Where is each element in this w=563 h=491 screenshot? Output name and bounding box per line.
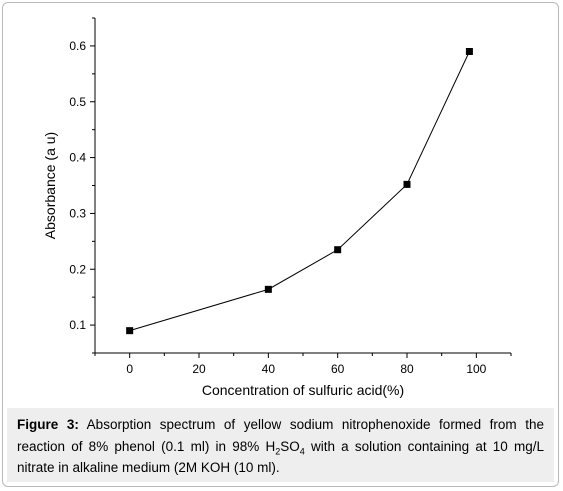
data-point-marker: [126, 327, 134, 335]
data-point-marker: [465, 48, 473, 55]
x-tick-label: 100: [466, 362, 486, 376]
x-tick-label: 20: [192, 362, 206, 376]
y-tick-label: 0.5: [69, 95, 86, 109]
x-tick-label: 60: [331, 362, 345, 376]
caption-label: Figure 3:: [17, 417, 79, 432]
data-point-marker: [403, 180, 411, 188]
data-point-marker: [334, 246, 342, 254]
data-point-marker: [264, 285, 272, 293]
y-tick-label: 0.6: [69, 39, 86, 53]
y-tick-label: 0.2: [69, 262, 86, 276]
chart-series: [126, 48, 473, 335]
x-tick-label: 80: [400, 362, 414, 376]
chart-ticks: [90, 17, 512, 358]
y-tick-label: 0.1: [69, 318, 86, 332]
x-tick-label: 0: [126, 362, 133, 376]
x-tick-label: 40: [262, 362, 276, 376]
x-axis-label: Concentration of sulfuric acid(%): [202, 382, 404, 398]
caption-text-start: Absorption spectrum of yellow sodium nit…: [17, 417, 544, 454]
formula-so-subscript: 4: [299, 446, 305, 457]
y-tick-label: 0.3: [69, 206, 86, 220]
figure-caption: Figure 3: Absorption spectrum of yellow …: [7, 408, 554, 482]
chart-axes: [94, 18, 511, 354]
line-chart: 0 20 40 60 80 100 0.1 0.2 0.3 0.4 0.5 0.6 Concentra…: [42, 17, 512, 398]
caption-text-end: with a solution containing at 10 mg/L ni…: [17, 438, 545, 476]
y-axis-label: Absorbance (a u): [42, 132, 58, 239]
formula-h: H: [265, 438, 276, 454]
formula-so: SO: [280, 438, 300, 454]
y-tick-label: 0.4: [69, 151, 86, 165]
formula-h-subscript: 2: [275, 446, 281, 457]
chart-tick-labels: 0 20 40 60 80 100 0.1 0.2 0.3 0.4 0.5 0.6: [69, 39, 486, 376]
series-line: [129, 51, 470, 332]
